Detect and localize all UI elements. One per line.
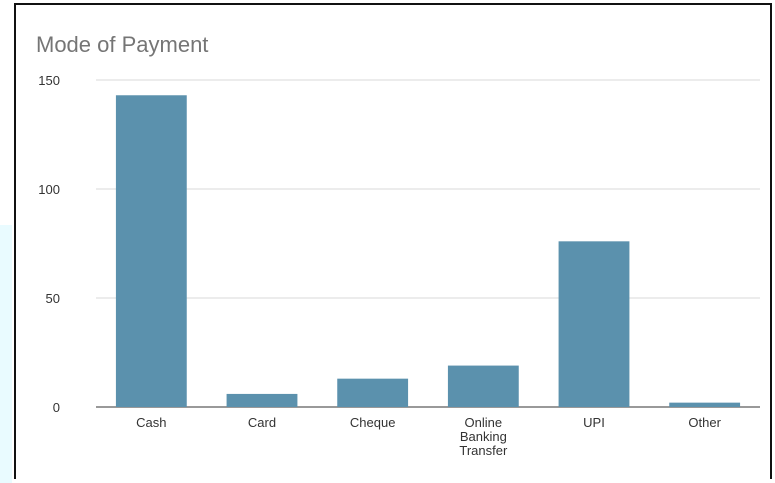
x-category-label: Cash (136, 415, 166, 430)
x-category-label: Card (248, 415, 276, 430)
y-tick-label: 150 (38, 73, 60, 88)
y-tick-label: 100 (38, 182, 60, 197)
y-tick-label: 0 (53, 400, 60, 415)
y-axis-ticks: 0 50 100 150 (38, 73, 60, 415)
left-edge-tint (0, 225, 12, 483)
x-axis-labels: Cash Card Cheque Online Banking Transfer UPI Ot… (136, 415, 721, 458)
x-category-label: UPI (583, 415, 605, 430)
bar-online-banking-transfer (447, 365, 519, 407)
x-category-label: Online Banking Transfer (459, 415, 508, 458)
x-category-label: Other (688, 415, 721, 430)
bars (115, 95, 741, 407)
chart-title: Mode of Payment (36, 32, 208, 57)
bar-cash (115, 95, 187, 407)
y-tick-label: 50 (46, 291, 60, 306)
x-category-label: Cheque (350, 415, 396, 430)
bar-other (669, 402, 741, 407)
gridlines (96, 79, 760, 408)
bar-card (226, 393, 298, 407)
bar-cheque (337, 378, 409, 407)
bar-upi (558, 241, 630, 407)
